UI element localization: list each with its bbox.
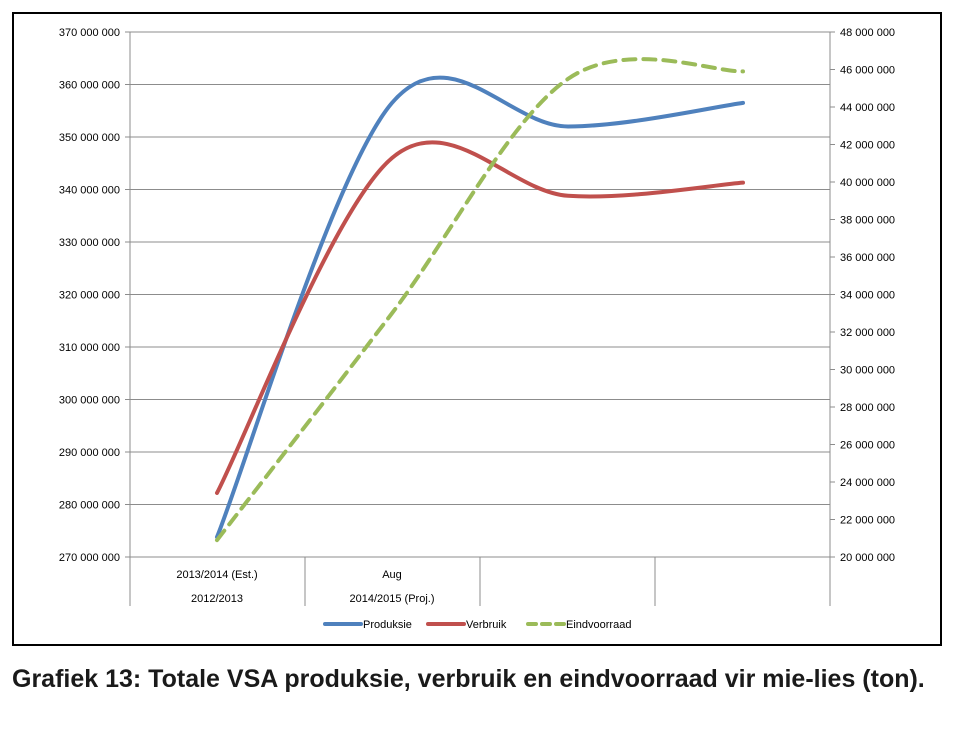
category-label-row2: 2014/2015 (Proj.) bbox=[350, 593, 435, 605]
category-label-row1: 2013/2014 (Est.) bbox=[176, 569, 257, 581]
right-axis-tick-label: 24 000 000 bbox=[840, 477, 895, 489]
left-axis-tick-label: 340 000 000 bbox=[59, 185, 120, 197]
left-axis-tick-label: 370 000 000 bbox=[59, 27, 120, 39]
right-axis-tick-label: 40 000 000 bbox=[840, 177, 895, 189]
verbruik-series-line bbox=[215, 140, 745, 495]
legend-label: Verbruik bbox=[466, 619, 507, 631]
right-axis-tick-label: 34 000 000 bbox=[840, 290, 895, 302]
category-label-row1: Aug bbox=[382, 569, 402, 581]
right-axis-tick-label: 38 000 000 bbox=[840, 215, 895, 227]
legend-label: Produksie bbox=[363, 619, 412, 631]
left-axis-tick-label: 350 000 000 bbox=[59, 132, 120, 144]
right-axis-tick-label: 42 000 000 bbox=[840, 140, 895, 152]
line-chart: 270 000 000 280 000 000 290 000 000 300 000… bbox=[59, 27, 895, 631]
right-axis-tick-label: 22 000 000 bbox=[840, 515, 895, 527]
left-axis-tick-label: 320 000 000 bbox=[59, 290, 120, 302]
right-axis-tick-label: 28 000 000 bbox=[840, 402, 895, 414]
left-axis-tick-label: 300 000 000 bbox=[59, 395, 120, 407]
right-axis-tick-label: 20 000 000 bbox=[840, 552, 895, 564]
left-axis-tick-label: 330 000 000 bbox=[59, 237, 120, 249]
category-label-row2: 2012/2013 bbox=[191, 593, 243, 605]
legend-label: Eindvoorraad bbox=[566, 619, 631, 631]
left-axis-tick-label: 280 000 000 bbox=[59, 500, 120, 512]
left-axis-tick-label: 310 000 000 bbox=[59, 342, 120, 354]
left-axis-tick-label: 360 000 000 bbox=[59, 80, 120, 92]
right-axis-tick-label: 36 000 000 bbox=[840, 252, 895, 264]
right-axis-tick-label: 30 000 000 bbox=[840, 365, 895, 377]
produksie-series-line bbox=[215, 75, 745, 540]
right-axis-tick-label: 44 000 000 bbox=[840, 102, 895, 114]
left-axis-tick-label: 290 000 000 bbox=[59, 447, 120, 459]
right-axis-tick-label: 48 000 000 bbox=[840, 27, 895, 39]
figure-caption: Grafiek 13: Totale VSA produksie, verbru… bbox=[12, 665, 925, 693]
eindvoorraad-series-line bbox=[215, 57, 745, 543]
right-axis-tick-label: 26 000 000 bbox=[840, 440, 895, 452]
right-axis-tick-label: 46 000 000 bbox=[840, 65, 895, 77]
left-axis-tick-label: 270 000 000 bbox=[59, 552, 120, 564]
chart-frame bbox=[12, 12, 942, 646]
right-axis-tick-label: 32 000 000 bbox=[840, 327, 895, 339]
